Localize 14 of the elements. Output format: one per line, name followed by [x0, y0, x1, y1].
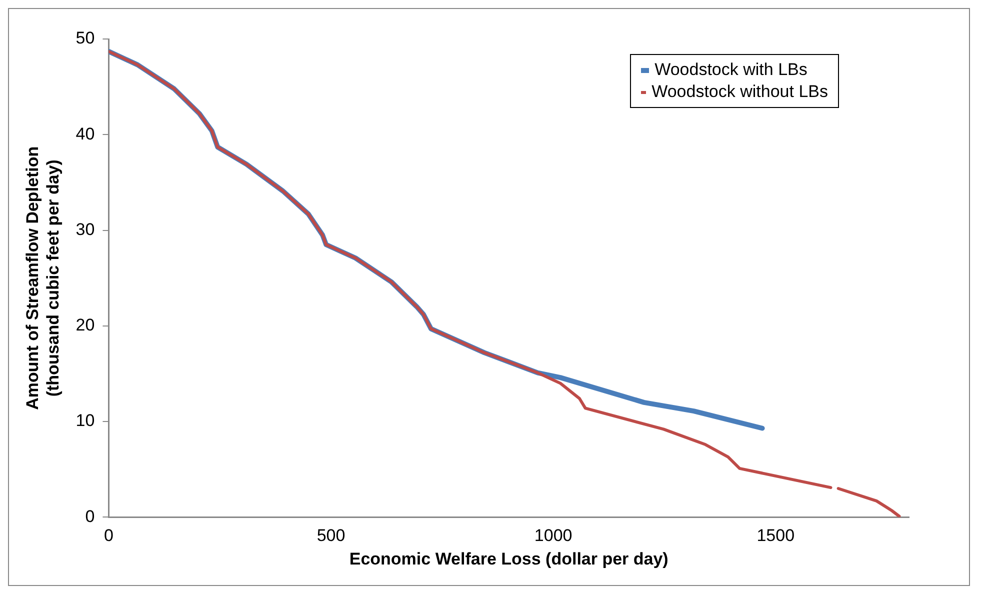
y-tick-label: 40 [76, 124, 95, 144]
legend-label: Woodstock without LBs [652, 81, 828, 103]
y-tick-label: 0 [85, 506, 95, 526]
x-axis-title: Economic Welfare Loss (dollar per day) [349, 549, 668, 568]
legend-label: Woodstock with LBs [654, 59, 808, 81]
y-tick-label: 10 [76, 411, 95, 430]
x-tick-label: 1500 [756, 526, 795, 546]
x-tick-label: 1000 [534, 526, 572, 546]
y-tick-label: 50 [76, 28, 95, 48]
y-tick-label: 20 [76, 316, 95, 335]
y-tick-label: 30 [76, 220, 95, 239]
x-tick-label: 500 [316, 526, 346, 546]
y-axis-title: Amount of Streamflow Depletion (thousand cubic feet per day) [22, 146, 62, 410]
x-tick-label: 0 [104, 526, 114, 546]
